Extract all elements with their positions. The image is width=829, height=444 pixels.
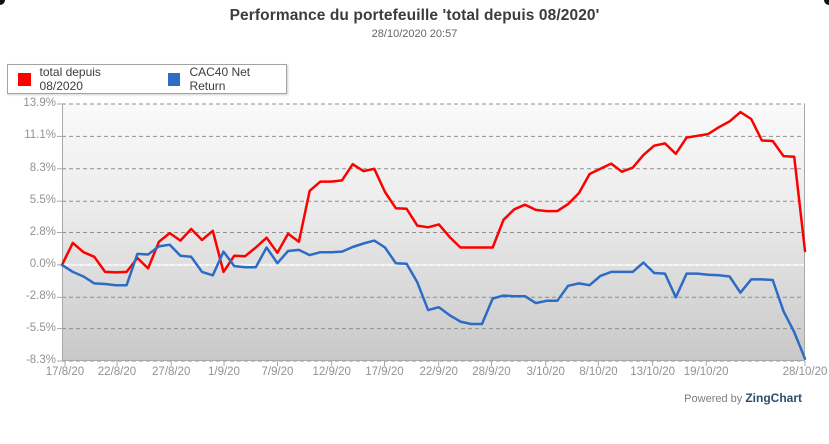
- legend-swatch-red-icon: [18, 72, 31, 86]
- x-axis-label: 17/9/20: [365, 366, 404, 378]
- window-corner-right: [824, 0, 829, 5]
- y-axis-label: 8.3%: [29, 161, 56, 174]
- legend-box: total depuis 08/2020 CAC40 Net Return: [7, 64, 287, 94]
- legend-item-total[interactable]: total depuis 08/2020: [18, 65, 144, 93]
- x-axis-label: 8/10/20: [579, 366, 618, 378]
- plot-svg: [57, 103, 807, 366]
- y-axis-label: 5.5%: [29, 194, 56, 207]
- x-axis-label: 22/8/20: [97, 366, 137, 378]
- legend-item-cac40[interactable]: CAC40 Net Return: [167, 65, 286, 93]
- series-line-cac40[interactable]: [60, 239, 807, 360]
- x-axis-label: 19/10/20: [683, 366, 729, 378]
- y-axis-label: 13.9%: [23, 97, 56, 109]
- x-axis-label: 12/9/20: [312, 366, 351, 378]
- y-axis-label: -5.5%: [25, 321, 56, 334]
- x-axis-label: 22/9/20: [419, 366, 458, 378]
- y-axis-label: 11.1%: [24, 129, 56, 142]
- x-axis-label: 13/10/20: [630, 366, 676, 378]
- powered-by: Powered by ZingChart: [684, 391, 802, 405]
- plot-area[interactable]: [57, 103, 807, 366]
- legend-label-total: total depuis 08/2020: [39, 65, 101, 93]
- powered-by-text: Powered by: [684, 393, 746, 405]
- chart-subtitle: 28/10/2020 20:57: [371, 28, 458, 40]
- window-corner-left: [0, 0, 5, 5]
- legend-swatch-blue-icon: [167, 72, 181, 86]
- chart-title: Performance du portefeuille 'total depui…: [229, 7, 600, 24]
- x-axis-label: 28/9/20: [472, 366, 511, 378]
- x-axis-label: 3/10/20: [526, 366, 565, 378]
- x-axis-label: 1/9/20: [207, 366, 240, 378]
- x-axis-label: 28/10/20: [782, 366, 828, 378]
- y-axis-label: -8.3%: [25, 354, 56, 366]
- x-axis-label: 17/8/20: [45, 366, 85, 378]
- legend-label-cac40: CAC40 Net Return: [189, 65, 251, 93]
- series-line-total[interactable]: [60, 110, 807, 274]
- x-axis-label: 27/8/20: [152, 366, 191, 378]
- zingchart-link[interactable]: ZingChart: [745, 391, 802, 405]
- y-axis-label: 2.8%: [29, 225, 56, 238]
- y-axis-label: -2.8%: [25, 290, 56, 303]
- y-axis-label: 0.0%: [29, 257, 56, 270]
- x-axis-label: 7/9/20: [261, 366, 294, 378]
